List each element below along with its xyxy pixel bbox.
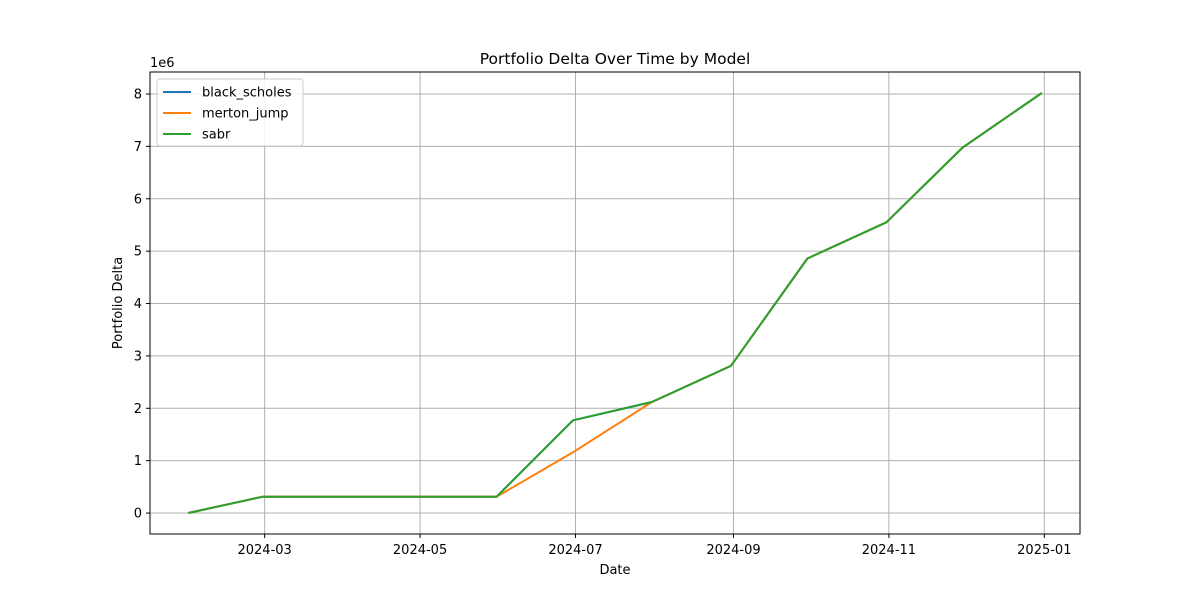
y-tick-label: 4 [134,297,142,312]
x-tick-label: 2024-07 [548,543,602,558]
x-axis-ticks: 2024-03 2024-05 2024-07 2024-09 2024-11 2025-… [237,534,1071,558]
plot-frame [149,71,1081,535]
x-tick-label: 2025-01 [1017,543,1071,558]
y-axis-multiplier: 1e6 [150,56,175,71]
x-tick-label: 2024-09 [706,543,760,558]
series-line-sabr [187,92,1043,514]
y-tick-label: 2 [134,402,142,417]
legend-label: black_scholes [202,86,292,101]
series-layer [187,92,1043,514]
legend-label: merton_jump [202,107,289,122]
legend-box [156,78,304,147]
y-tick-label: 3 [134,349,142,364]
x-tick-label: 2024-03 [237,543,291,558]
grid [150,72,1080,534]
y-axis-label: Portfolio Delta [111,257,126,349]
x-axis-label: Date [599,563,630,578]
x-tick-label: 2024-11 [862,543,916,558]
y-axis-ticks: 0 1 2 3 4 5 6 7 8 [134,88,150,522]
y-tick-label: 8 [134,88,142,103]
series-line-merton-jump [187,92,1043,514]
series-line-black-scholes [187,92,1043,514]
y-tick-label: 0 [134,507,142,522]
y-tick-label: 7 [134,140,142,155]
x-tick-label: 2024-05 [393,543,447,558]
y-tick-label: 1 [134,454,142,469]
y-tick-label: 5 [134,245,142,260]
y-tick-label: 6 [134,192,142,207]
legend-label: sabr [202,128,231,143]
chart-title: Portfolio Delta Over Time by Model [480,50,751,68]
